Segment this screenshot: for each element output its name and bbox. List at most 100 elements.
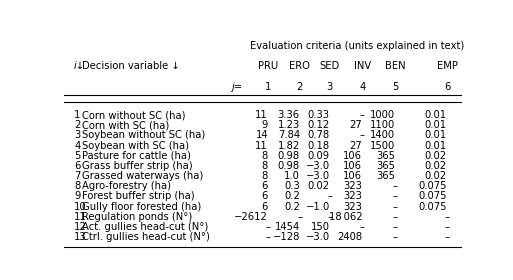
Text: 365: 365 <box>377 171 396 181</box>
Text: BEN: BEN <box>385 60 406 71</box>
Text: 11: 11 <box>255 110 268 120</box>
Text: 323: 323 <box>343 192 362 202</box>
Text: 7: 7 <box>74 171 81 181</box>
Text: 8: 8 <box>74 181 81 191</box>
Text: Grassed waterways (ha): Grassed waterways (ha) <box>82 171 203 181</box>
Text: 1.0: 1.0 <box>284 171 300 181</box>
Text: 323: 323 <box>343 202 362 212</box>
Text: 5: 5 <box>74 151 81 161</box>
Text: 0.075: 0.075 <box>419 192 447 202</box>
Text: 1.82: 1.82 <box>278 141 300 151</box>
Text: 0.18: 0.18 <box>308 141 330 151</box>
Text: 1454: 1454 <box>274 222 300 232</box>
Text: –: – <box>393 192 398 202</box>
Text: 0.02: 0.02 <box>425 151 447 161</box>
Text: –: – <box>393 202 398 212</box>
Text: 6: 6 <box>262 192 268 202</box>
Text: INV: INV <box>353 60 371 71</box>
Text: –: – <box>266 222 270 232</box>
Text: i↓: i↓ <box>74 60 85 71</box>
Text: 0.01: 0.01 <box>425 141 447 151</box>
Text: Ctrl. gullies head-cut (N°): Ctrl. gullies head-cut (N°) <box>82 232 210 242</box>
Text: 0.01: 0.01 <box>425 120 447 130</box>
Text: 106: 106 <box>343 161 362 171</box>
Text: –: – <box>444 222 449 232</box>
Text: −128: −128 <box>272 232 300 242</box>
Text: –: – <box>393 181 398 191</box>
Text: ERO: ERO <box>289 60 310 71</box>
Text: 0.02: 0.02 <box>425 161 447 171</box>
Text: –: – <box>360 110 365 120</box>
Text: 0.3: 0.3 <box>284 181 300 191</box>
Text: 365: 365 <box>377 161 396 171</box>
Text: 0.075: 0.075 <box>419 181 447 191</box>
Text: –: – <box>266 232 270 242</box>
Text: 1: 1 <box>74 110 81 120</box>
Text: Regulation ponds (N°): Regulation ponds (N°) <box>82 212 192 222</box>
Text: Forest buffer strip (ha): Forest buffer strip (ha) <box>82 192 194 202</box>
Text: 0.98: 0.98 <box>278 161 300 171</box>
Text: 3: 3 <box>327 82 333 92</box>
Text: 2: 2 <box>74 120 81 130</box>
Text: PRU: PRU <box>258 60 278 71</box>
Text: Evaluation criteria (units explained in text): Evaluation criteria (units explained in … <box>250 41 465 51</box>
Text: 1100: 1100 <box>370 120 396 130</box>
Text: 14: 14 <box>255 130 268 141</box>
Text: −3.0: −3.0 <box>306 171 330 181</box>
Text: 0.98: 0.98 <box>278 151 300 161</box>
Text: 0.075: 0.075 <box>419 202 447 212</box>
Text: 4: 4 <box>74 141 81 151</box>
Text: Decision variable ↓: Decision variable ↓ <box>82 60 180 71</box>
Text: 0.01: 0.01 <box>425 110 447 120</box>
Text: –: – <box>393 212 398 222</box>
Text: −3.0: −3.0 <box>306 161 330 171</box>
Text: −3.0: −3.0 <box>306 232 330 242</box>
Text: 1400: 1400 <box>370 130 396 141</box>
Text: 3: 3 <box>74 130 81 141</box>
Text: 11: 11 <box>255 141 268 151</box>
Text: 6: 6 <box>262 202 268 212</box>
Text: Grass buffer strip (ha): Grass buffer strip (ha) <box>82 161 193 171</box>
Text: 18 062: 18 062 <box>329 212 362 222</box>
Text: –: – <box>298 212 302 222</box>
Text: j=: j= <box>231 82 243 92</box>
Text: Soybean without SC (ha): Soybean without SC (ha) <box>82 130 205 141</box>
Text: 1500: 1500 <box>370 141 396 151</box>
Text: 9: 9 <box>74 192 81 202</box>
Text: 365: 365 <box>377 151 396 161</box>
Text: 12: 12 <box>74 222 87 232</box>
Text: 6: 6 <box>444 82 450 92</box>
Text: 1.23: 1.23 <box>278 120 300 130</box>
Text: 6: 6 <box>74 161 81 171</box>
Text: 0.33: 0.33 <box>308 110 330 120</box>
Text: 2: 2 <box>297 82 303 92</box>
Text: –: – <box>360 222 365 232</box>
Text: 0.2: 0.2 <box>284 202 300 212</box>
Text: –: – <box>393 232 398 242</box>
Text: –: – <box>393 222 398 232</box>
Text: Soybean with SC (ha): Soybean with SC (ha) <box>82 141 189 151</box>
Text: −1.0: −1.0 <box>305 202 330 212</box>
Text: 8: 8 <box>262 161 268 171</box>
Text: 323: 323 <box>343 181 362 191</box>
Text: 3.36: 3.36 <box>278 110 300 120</box>
Text: –: – <box>444 212 449 222</box>
Text: 150: 150 <box>311 222 330 232</box>
Text: Corn without SC (ha): Corn without SC (ha) <box>82 110 186 120</box>
Text: 27: 27 <box>349 120 362 130</box>
Text: 13: 13 <box>74 232 87 242</box>
Text: 11: 11 <box>74 212 87 222</box>
Text: 5: 5 <box>392 82 399 92</box>
Text: 0.78: 0.78 <box>308 130 330 141</box>
Text: –: – <box>327 192 332 202</box>
Text: 1000: 1000 <box>370 110 396 120</box>
Text: 0.01: 0.01 <box>425 130 447 141</box>
Text: 9: 9 <box>262 120 268 130</box>
Text: –: – <box>327 212 332 222</box>
Text: Pasture for cattle (ha): Pasture for cattle (ha) <box>82 151 191 161</box>
Text: –: – <box>360 130 365 141</box>
Text: −2612: −2612 <box>234 212 268 222</box>
Text: 0.12: 0.12 <box>307 120 330 130</box>
Text: Corn with SC (ha): Corn with SC (ha) <box>82 120 169 130</box>
Text: 0.02: 0.02 <box>308 181 330 191</box>
